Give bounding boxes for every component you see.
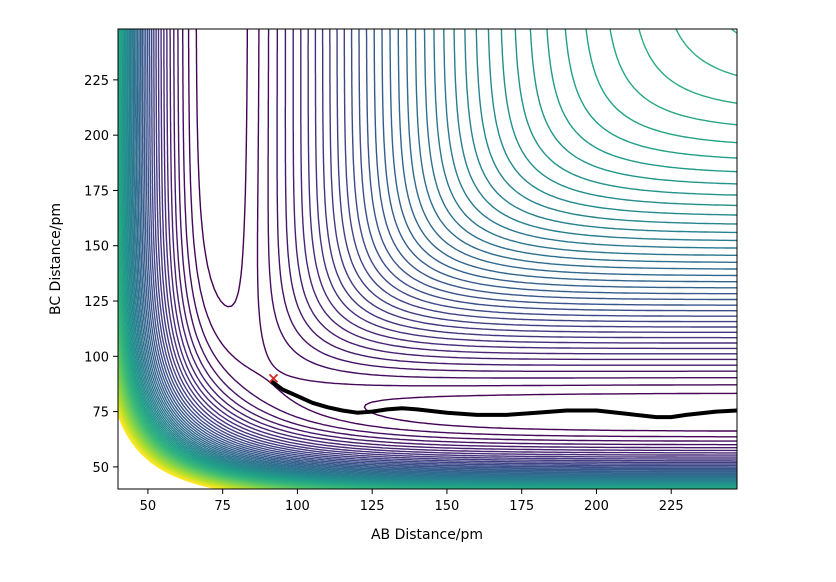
- contour-line: [119, 29, 737, 489]
- contour-lines: [118, 29, 737, 489]
- contour-line: [118, 359, 293, 489]
- x-tick-label: 125: [360, 499, 385, 514]
- contour-line: [118, 413, 220, 489]
- contour-line: [128, 29, 737, 482]
- contour-line: [160, 29, 737, 458]
- contour-line: [173, 29, 737, 449]
- y-tick-label: 150: [84, 240, 109, 255]
- x-tick-label: 100: [285, 499, 310, 514]
- x-tick-label: 200: [584, 499, 609, 514]
- contour-line: [140, 29, 737, 473]
- x-tick-label: 75: [214, 499, 231, 514]
- contour-line: [169, 29, 737, 452]
- contour-line: [126, 29, 737, 484]
- start-marker: [268, 373, 279, 384]
- x-tick-label: 175: [509, 499, 534, 514]
- trajectory-layer: [268, 373, 737, 420]
- x-axis-ticks: 50 75 100 125 150 175 200 225: [140, 489, 684, 514]
- y-tick-label: 50: [92, 461, 109, 476]
- plot-frame: [117, 28, 738, 490]
- contour-line: [118, 324, 341, 489]
- y-axis-label: BC Distance/pm: [48, 203, 64, 315]
- x-tick-label: 150: [435, 499, 460, 514]
- contour-line: [118, 396, 243, 489]
- contour-line: [122, 29, 737, 486]
- x-tick-label: 225: [659, 499, 684, 514]
- contour-line: [129, 29, 737, 481]
- contour-line: [147, 29, 737, 468]
- y-tick-label: 125: [84, 295, 109, 310]
- contour-line: [118, 371, 277, 489]
- contour-line: [136, 29, 737, 476]
- contour-line: [138, 29, 737, 475]
- y-tick-label: 200: [84, 129, 109, 144]
- contour-line: [163, 29, 737, 456]
- contour-line: [150, 29, 737, 465]
- contour-line: [135, 29, 737, 477]
- contour-line: [127, 29, 737, 483]
- contour-line: [123, 29, 737, 485]
- contour-line: [157, 29, 737, 460]
- contour-line: [148, 29, 737, 467]
- contour-line: [195, 29, 737, 432]
- contour-line: [118, 352, 303, 489]
- x-axis-label: AB Distance/pm: [371, 527, 483, 543]
- contour-line: [124, 29, 737, 485]
- contour-line: [118, 381, 264, 489]
- trajectory-line: [269, 378, 737, 420]
- contour-line: [118, 393, 248, 489]
- y-axis-ticks: 50 75 100 125 150 175 200 225: [84, 74, 118, 476]
- y-tick-label: 175: [84, 184, 109, 199]
- contour-line: [132, 29, 737, 479]
- contour-line: [153, 29, 737, 464]
- contour-line: [133, 29, 737, 478]
- contour-line: [121, 29, 737, 487]
- contour-line: [131, 29, 737, 480]
- contour-line: [187, 29, 737, 438]
- contour-line: [118, 344, 313, 489]
- contour-line: [182, 29, 737, 442]
- y-tick-label: 100: [84, 350, 109, 365]
- contour-line: [141, 29, 737, 472]
- contour-line: [166, 29, 737, 454]
- contour-line: [177, 29, 737, 446]
- contour-line: [118, 376, 270, 489]
- x-tick-label: 50: [140, 499, 157, 514]
- contour-line: [143, 29, 737, 471]
- contour-line: [118, 335, 326, 489]
- y-tick-label: 75: [92, 406, 109, 421]
- contour-line: [145, 29, 737, 470]
- y-tick-label: 225: [84, 74, 109, 89]
- contour-line: [155, 29, 737, 462]
